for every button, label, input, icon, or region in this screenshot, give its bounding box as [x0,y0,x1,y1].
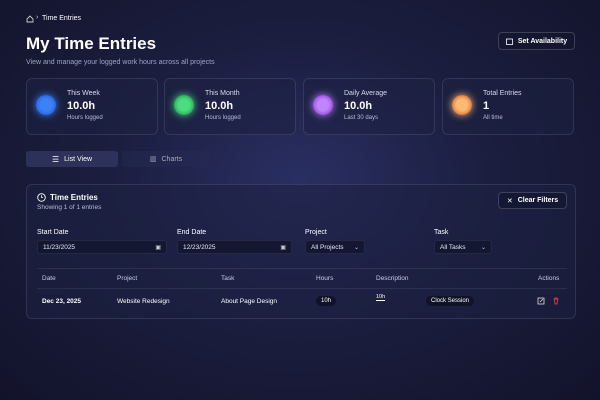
stat-icon [174,95,194,115]
filter-value: All Tasks [440,243,466,251]
table-header: Task [221,275,235,282]
table-cell: About Page Design [221,298,278,305]
filter-icon: ⌄ [353,244,359,251]
filter-label: End Date [177,229,207,236]
filter-value: All Projects [311,243,344,251]
section-subtitle: Showing 1 of 1 entries [37,204,102,211]
stat-note: Hours logged [67,115,103,121]
button-label: Clear Filters [517,197,559,204]
filter-icon: ▣ [280,244,286,251]
stat-icon [452,95,472,115]
session-badge: Clock Session [426,296,475,306]
button-label: Set Availability [517,37,568,45]
breadcrumb-current: Time Entries [42,15,82,22]
table-header: Actions [538,275,560,282]
filter-input[interactable]: All Projects ⌄ [305,240,365,254]
filter-input[interactable]: 11/23/2025 ▣ [37,240,167,254]
filter-value: 12/23/2025 [183,243,216,251]
row-divider [37,288,567,289]
delete-icon[interactable] [552,297,560,305]
stat-value: 10.0h [67,100,96,112]
filter-icon: ▣ [155,244,161,251]
home-icon[interactable] [26,15,34,23]
stat-icon [36,95,56,115]
stat-label: This Week [67,90,100,97]
clock-icon [37,193,46,202]
tab-label: List View [64,155,93,163]
filter-input[interactable]: 12/23/2025 ▣ [177,240,292,254]
stat-label: This Month [205,90,240,97]
table-top-border [37,268,567,269]
edit-icon[interactable] [537,297,545,305]
set-availability-button[interactable]: Set Availability [498,32,575,50]
table-cell: Website Redesign [117,298,170,305]
table-header: Description [376,275,409,282]
section-title: Time Entries [50,193,98,202]
tab-list-view[interactable]: ☰ List View [26,151,118,167]
cell-description: 10h [376,294,386,301]
filter-label: Start Date [37,229,69,236]
table-header: Hours [316,275,334,282]
stat-card [26,78,158,135]
stat-icon [313,95,333,115]
tab-label: Charts [161,155,183,163]
filter-value: 11/23/2025 [43,243,76,251]
stat-note: All time [483,115,503,121]
table-header: Project [117,275,138,282]
calendar-icon [505,38,513,45]
page-subtitle: View and manage your logged work hours a… [26,59,215,66]
stat-note: Hours logged [205,115,241,121]
stat-value: 10.0h [344,100,373,112]
hours-badge: 10h [316,296,337,306]
stat-value: 10.0h [205,100,234,112]
filter-icon: ⌄ [480,244,486,251]
stat-label: Daily Average [344,90,388,97]
stat-note: Last 30 days [344,115,379,121]
filter-label: Project [305,229,327,236]
table-header: Date [42,275,56,282]
cell-date: Dec 23, 2025 [42,298,82,305]
filter-input[interactable]: All Tasks ⌄ [434,240,492,254]
stat-value: 1 [483,100,490,112]
filter-label: Task [434,229,449,236]
clear-filters-button[interactable]: ✕ Clear Filters [498,192,567,209]
stat-label: Total Entries [483,90,522,97]
tab-charts[interactable]: ▥ Charts [122,151,210,167]
page-title: My Time Entries [26,34,157,53]
breadcrumb-sep: › [36,14,39,21]
